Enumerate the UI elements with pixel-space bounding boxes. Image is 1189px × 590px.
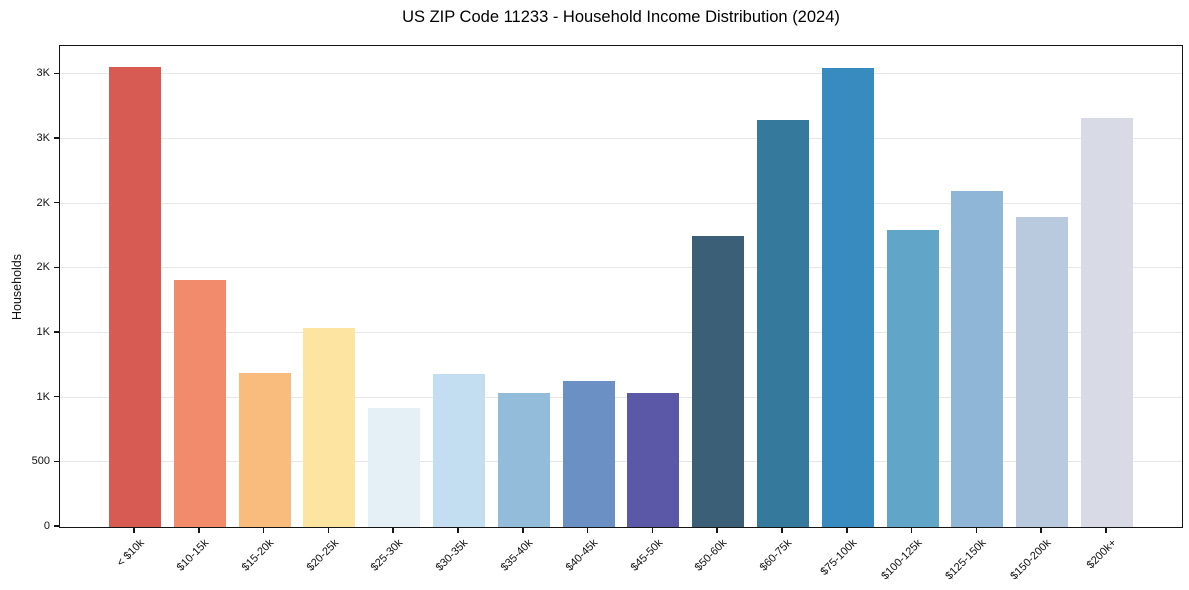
y-tick-mark bbox=[54, 395, 59, 398]
y-tick-label: 2K bbox=[36, 196, 50, 209]
grid-line bbox=[60, 396, 1182, 398]
bar-$75-100k bbox=[821, 67, 874, 527]
grid-line bbox=[60, 461, 1182, 463]
x-tick-label-text: $35-40k bbox=[498, 536, 536, 574]
bar-$25-30k bbox=[368, 408, 421, 527]
y-tick-mark bbox=[54, 72, 59, 75]
x-tick-label-text: $20-25k bbox=[304, 536, 341, 574]
y-tick-mark bbox=[54, 460, 59, 463]
y-tick-label: 3K bbox=[36, 132, 50, 145]
x-tick-label-text: $30-35k bbox=[433, 536, 471, 574]
x-tick-mark bbox=[716, 527, 718, 533]
y-tick-label: 2K bbox=[36, 261, 50, 274]
bar-$50-60k bbox=[692, 236, 745, 527]
bar-$150-200k bbox=[1016, 216, 1069, 527]
bar-< $10k bbox=[109, 66, 161, 527]
x-tick-mark bbox=[457, 527, 459, 533]
y-tick-mark bbox=[54, 525, 59, 527]
bar-$60-75k bbox=[757, 119, 809, 527]
bar-$100-125k bbox=[886, 229, 939, 527]
y-tick-mark bbox=[54, 201, 59, 204]
plot-area bbox=[59, 45, 1183, 528]
y-tick-label: 3K bbox=[36, 67, 50, 80]
grid-line bbox=[60, 138, 1182, 140]
x-tick-label-text: $75-100k bbox=[818, 536, 860, 578]
y-tick-mark bbox=[54, 137, 59, 139]
x-tick-label-text: < $10k bbox=[114, 536, 147, 569]
y-tick-mark bbox=[54, 266, 59, 269]
y-tick-label: 0 bbox=[43, 520, 50, 532]
grid-line bbox=[60, 267, 1182, 269]
grid-line bbox=[60, 73, 1182, 75]
x-tick-mark bbox=[846, 527, 848, 533]
x-tick-label-text: $45-50k bbox=[628, 536, 665, 574]
x-tick-mark bbox=[392, 527, 394, 533]
x-tick-mark bbox=[522, 527, 524, 533]
y-tick-mark bbox=[54, 331, 59, 333]
x-tick-label-text: $150-200k bbox=[1008, 536, 1054, 582]
bar-$125-150k bbox=[951, 190, 1004, 527]
x-tick-mark bbox=[910, 527, 913, 533]
x-tick-label-text: $100-125k bbox=[878, 536, 925, 582]
x-tick-label-text: $10-15k bbox=[174, 536, 212, 574]
x-tick-mark bbox=[1040, 527, 1042, 533]
bar-$15-20k bbox=[238, 373, 291, 527]
y-tick-label: 500 bbox=[31, 455, 50, 468]
x-tick-mark bbox=[133, 527, 135, 533]
x-tick-mark bbox=[262, 527, 265, 533]
x-tick-mark bbox=[586, 527, 589, 533]
bar-$200k+ bbox=[1081, 118, 1133, 527]
bar-$10-15k bbox=[173, 280, 226, 527]
x-tick-mark bbox=[1105, 527, 1107, 533]
x-tick-label-text: $50-60k bbox=[693, 536, 730, 574]
x-tick-mark bbox=[975, 527, 978, 533]
y-tick-label: 1K bbox=[36, 326, 50, 339]
grid-line bbox=[60, 202, 1182, 204]
x-tick-mark bbox=[327, 527, 330, 533]
y-axis-label: Households bbox=[10, 254, 24, 321]
bar-$20-25k bbox=[303, 327, 356, 527]
chart-title: US ZIP Code 11233 - Household Income Dis… bbox=[402, 8, 840, 26]
x-tick-label-text: $125-150k bbox=[943, 536, 989, 582]
bar-$45-50k bbox=[627, 392, 680, 527]
bar-$30-35k bbox=[433, 374, 485, 527]
x-tick-mark bbox=[651, 527, 654, 533]
bar-$35-40k bbox=[497, 392, 550, 527]
x-tick-label-text: $25-30k bbox=[369, 536, 406, 574]
x-tick-mark bbox=[781, 527, 783, 533]
grid-line bbox=[60, 332, 1182, 334]
x-tick-label-text: $200k+ bbox=[1084, 536, 1119, 571]
x-tick-label-text: $60-75k bbox=[757, 536, 795, 574]
y-tick-label: 1K bbox=[36, 390, 50, 403]
bar-$40-45k bbox=[562, 380, 615, 527]
x-tick-mark bbox=[198, 527, 200, 533]
x-tick-label-text: $15-20k bbox=[239, 536, 277, 574]
x-tick-label-text: $40-45k bbox=[563, 536, 601, 574]
